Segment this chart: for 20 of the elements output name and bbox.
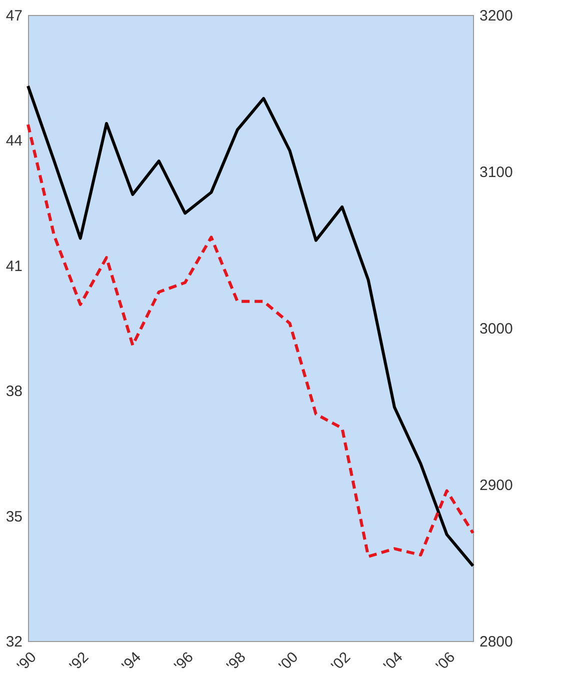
y-tick-label: 41 xyxy=(6,258,22,275)
y2-tick-label: 2800 xyxy=(480,634,513,650)
y2-tick-label: 3100 xyxy=(480,164,513,181)
y-tick-label: 44 xyxy=(6,132,22,150)
y2-tick-label: 2900 xyxy=(480,477,513,494)
x-tick-label: '92 xyxy=(66,648,92,675)
y-tick-label: 38 xyxy=(6,383,22,400)
x-tick-label: '00 xyxy=(276,648,302,675)
x-tick-label: '06 xyxy=(432,648,459,675)
x-tick-label: '98 xyxy=(223,648,250,675)
y-tick-label: 35 xyxy=(6,508,22,526)
x-tick-label: '90 xyxy=(14,648,40,675)
y2-tick-label: 3200 xyxy=(480,8,513,24)
x-tick-label: '04 xyxy=(380,648,406,675)
x-tick-label: '96 xyxy=(171,648,197,675)
y2-tick-label: 3000 xyxy=(480,320,513,338)
x-tick-label: '02 xyxy=(328,648,354,675)
y-tick-label: 47 xyxy=(6,8,22,24)
y-tick-label: 32 xyxy=(6,634,22,650)
x-tick-label: '94 xyxy=(118,648,145,675)
